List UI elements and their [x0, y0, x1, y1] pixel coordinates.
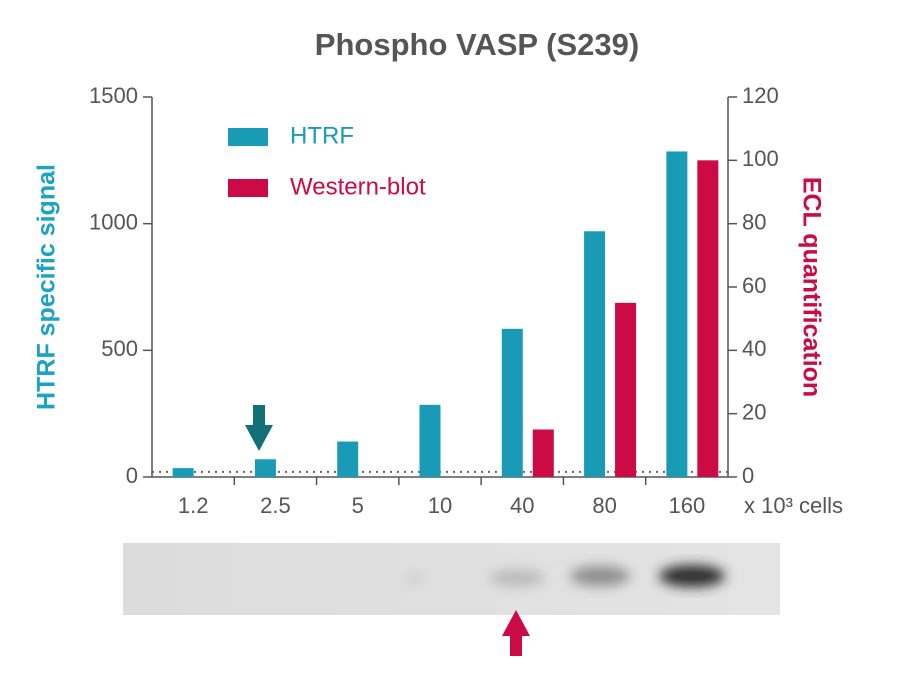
- y-axis-label: HTRF specific signal: [33, 164, 61, 410]
- y2-axis-label: ECL quantification: [797, 177, 825, 397]
- arrow-htrf: [245, 405, 273, 451]
- bar: [501, 328, 523, 477]
- bar: [532, 429, 554, 477]
- arrow-western: [502, 610, 530, 656]
- y2-tick-label: 120: [742, 83, 779, 108]
- x-tick-label: 10: [428, 493, 452, 518]
- y2-tick-label: 100: [742, 146, 779, 171]
- bar: [615, 302, 637, 477]
- x-tick-label: 1.2: [178, 493, 209, 518]
- y2-tick-label: 80: [742, 209, 766, 234]
- legend-swatch: [228, 128, 268, 146]
- y2-tick-label: 0: [742, 463, 754, 488]
- x-tick-label: 40: [510, 493, 534, 518]
- y2-tick-label: 60: [742, 273, 766, 298]
- legend-label: HTRF: [290, 122, 354, 149]
- y-tick-label: 500: [101, 336, 138, 361]
- y-tick-label: 1000: [89, 209, 138, 234]
- x-tick-label: 80: [592, 493, 616, 518]
- blot-bands: [405, 565, 725, 587]
- y2-tick-label: 40: [742, 336, 766, 361]
- bar: [172, 468, 194, 477]
- bar: [419, 404, 441, 477]
- legend-swatch: [228, 179, 268, 197]
- y-tick-label: 1500: [89, 83, 138, 108]
- y-tick-label: 0: [126, 463, 138, 488]
- bar: [666, 151, 688, 477]
- x-tick-label: 5: [352, 493, 364, 518]
- legend-label: Western-blot: [290, 173, 426, 200]
- x-axis-label: x 10³ cells: [744, 493, 843, 518]
- bar: [254, 459, 276, 477]
- bar: [337, 441, 359, 477]
- y2-tick-label: 20: [742, 399, 766, 424]
- x-tick-label: 160: [668, 493, 705, 518]
- chart-title: Phospho VASP (S239): [315, 27, 639, 62]
- bar: [584, 231, 606, 477]
- bar: [697, 160, 719, 478]
- x-tick-label: 2.5: [260, 493, 291, 518]
